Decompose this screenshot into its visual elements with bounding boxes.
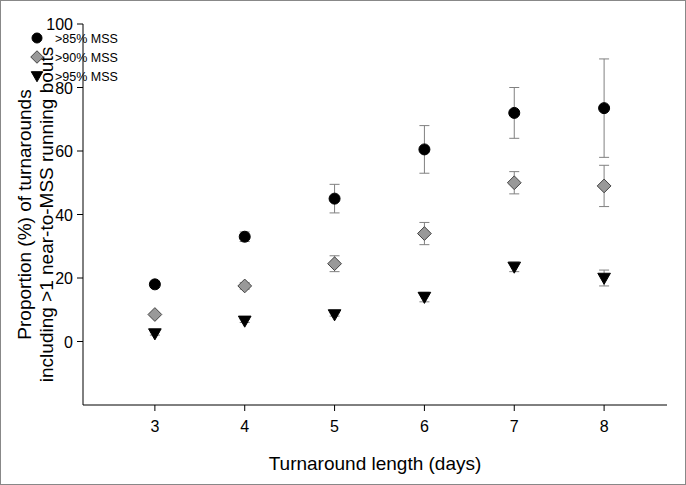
x-tick-label: 4	[240, 418, 249, 435]
error-bar	[599, 59, 609, 157]
legend: >85% MSS >90% MSS >95% MSS	[31, 32, 118, 84]
error-cap	[419, 173, 429, 174]
error-cap	[599, 58, 609, 59]
legend-marker	[32, 33, 42, 43]
legend-label: >95% MSS	[55, 70, 118, 84]
error-cap	[330, 212, 340, 213]
error-cap	[599, 270, 609, 271]
error-cap	[509, 193, 519, 194]
y-tick	[77, 24, 83, 25]
y-tick	[77, 214, 83, 215]
error-cap	[599, 165, 609, 166]
y-tick	[77, 341, 83, 342]
point	[418, 292, 431, 303]
point	[508, 262, 521, 273]
series	[149, 59, 609, 290]
x-tick-label: 6	[420, 418, 429, 435]
error-cap	[419, 244, 429, 245]
error-cap	[599, 157, 609, 158]
x-tick-label: 7	[510, 418, 519, 435]
legend-marker	[31, 72, 43, 82]
point	[507, 176, 521, 190]
error-cap	[599, 285, 609, 286]
point	[148, 308, 162, 322]
x-tick	[424, 405, 425, 411]
point	[419, 144, 430, 155]
y-axis-label: Proportion (%) of turnarounds	[14, 89, 35, 339]
y-tick-label: 20	[55, 270, 73, 287]
error-cap	[599, 206, 609, 207]
point	[238, 279, 252, 293]
point	[328, 310, 341, 321]
x-tick	[244, 405, 245, 411]
error-cap	[330, 271, 340, 272]
point	[328, 257, 342, 271]
y-axis-label: including >1 near-to-MSS running bouts	[36, 47, 57, 382]
error-cap	[419, 222, 429, 223]
point	[597, 179, 611, 193]
plot-area	[148, 59, 611, 340]
error-cap	[509, 87, 519, 88]
legend-marker	[31, 51, 44, 64]
point	[329, 193, 340, 204]
series	[148, 165, 611, 321]
point	[598, 273, 611, 284]
error-cap	[509, 171, 519, 172]
error-bar	[330, 184, 340, 213]
y-tick	[77, 87, 83, 88]
y-tick	[77, 278, 83, 279]
point	[149, 329, 162, 340]
x-tick-label: 8	[600, 418, 609, 435]
y-tick	[77, 151, 83, 152]
error-bar	[509, 88, 519, 139]
error-cap	[330, 255, 340, 256]
point	[238, 316, 251, 327]
point	[599, 103, 610, 114]
x-tick	[334, 405, 335, 411]
x-tick	[154, 405, 155, 411]
y-tick-label: 40	[55, 207, 73, 224]
error-cap	[330, 184, 340, 185]
legend-label: >85% MSS	[55, 32, 118, 46]
y-tick-label: 100	[46, 16, 73, 33]
y-tick-label: 0	[64, 334, 73, 351]
error-cap	[419, 125, 429, 126]
y-tick-label: 60	[55, 143, 73, 160]
x-tick-label: 3	[150, 418, 159, 435]
legend-label: >90% MSS	[55, 51, 118, 65]
error-cap	[509, 138, 519, 139]
point	[239, 231, 250, 242]
point	[418, 227, 432, 241]
chart: 020406080100345678Turnaround length (day…	[0, 0, 686, 485]
x-tick-label: 5	[330, 418, 339, 435]
error-bar	[240, 232, 250, 242]
point	[509, 107, 520, 118]
x-axis	[83, 405, 667, 406]
frame	[1, 1, 686, 485]
error-bar	[419, 126, 429, 174]
point	[149, 279, 160, 290]
x-tick	[514, 405, 515, 411]
x-tick	[604, 405, 605, 411]
series	[149, 262, 611, 340]
x-axis-label: Turnaround length (days)	[269, 453, 482, 474]
